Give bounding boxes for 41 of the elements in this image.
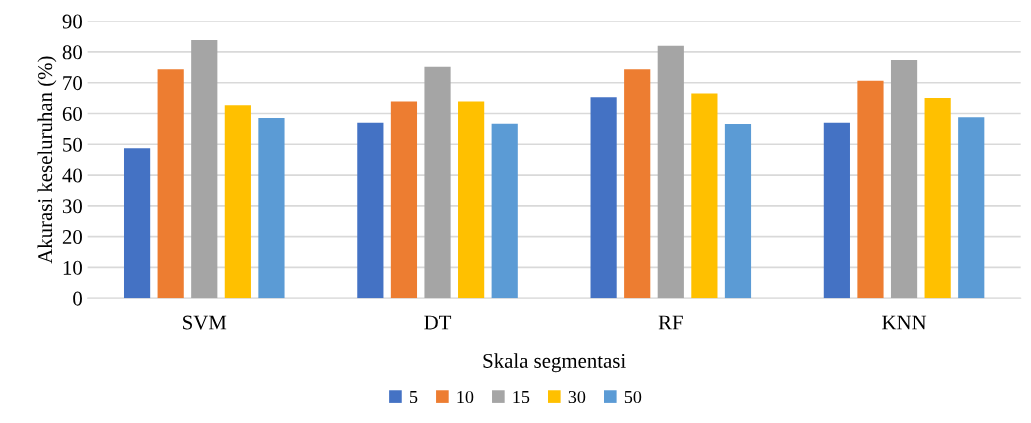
- bar: [958, 117, 985, 299]
- bar: [624, 69, 651, 299]
- bar: [691, 93, 718, 299]
- y-tick-label: 0: [73, 291, 82, 306]
- y-tick-label: 90: [62, 14, 82, 29]
- bar: [657, 45, 684, 299]
- x-tick-label: KNN: [882, 315, 927, 330]
- bar: [258, 118, 285, 299]
- bar: [491, 123, 518, 299]
- bar: [924, 98, 951, 299]
- bar: [890, 59, 918, 299]
- bar: [123, 148, 151, 299]
- y-tick-label: 80: [62, 45, 82, 60]
- bar: [424, 66, 451, 299]
- legend-label: 5: [410, 391, 418, 404]
- bar: [724, 123, 752, 299]
- bar: [390, 101, 418, 299]
- bar: [823, 122, 850, 299]
- x-tick-label: RF: [658, 315, 683, 330]
- legend-label: 15: [513, 390, 530, 404]
- legend-label: 50: [624, 390, 642, 404]
- x-axis-title: Skala segmentasi: [483, 353, 626, 373]
- bar: [590, 97, 617, 299]
- bar: [224, 105, 251, 299]
- bar: [857, 80, 884, 299]
- y-tick-label: 70: [63, 76, 82, 91]
- y-tick-label: 30: [62, 199, 82, 214]
- legend-label: 30: [568, 390, 586, 404]
- y-tick-label: 20: [62, 230, 82, 245]
- x-tick-label: SVM: [183, 315, 227, 330]
- bar: [157, 69, 184, 299]
- legend-label: 10: [457, 390, 474, 404]
- y-tick-label: 10: [63, 260, 82, 275]
- bar: [458, 101, 485, 299]
- bar: [357, 122, 384, 299]
- bar: [191, 39, 218, 299]
- y-tick-label: 60: [62, 106, 82, 121]
- y-tick-label: 50: [63, 137, 82, 152]
- y-axis-title: Akurasi keseluruhan (%): [37, 56, 57, 264]
- x-tick-label: DT: [424, 315, 452, 330]
- y-tick-label: 40: [62, 168, 82, 183]
